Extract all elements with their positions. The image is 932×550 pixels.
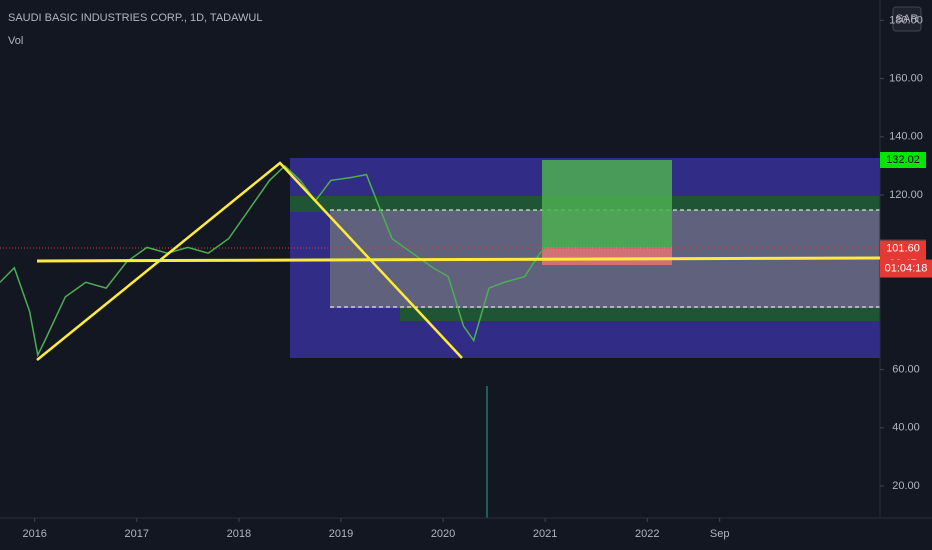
stop-box [542,247,672,265]
x-tick-label: 2019 [329,528,353,540]
x-tick-label: Sep [710,528,730,540]
x-tick-label: 2016 [22,528,46,540]
x-tick-label: 2018 [227,528,251,540]
price-tag [880,240,926,257]
currency-label[interactable]: SAR [896,13,919,25]
price-tag-label: 132.02 [886,154,920,166]
y-tick-label: 120.00 [889,189,923,201]
lower-band [400,308,880,321]
x-tick-label: 2021 [533,528,557,540]
y-tick-label: 20.00 [892,480,920,492]
target-box [542,160,672,247]
y-tick-label: 160.00 [889,72,923,84]
trend-line [36,256,881,263]
price-tag [880,151,926,168]
y-tick-label: 140.00 [889,131,923,143]
pattern-line [36,161,463,361]
countdown-label: 01:04:18 [885,262,928,274]
x-tick-label: 2020 [431,528,455,540]
currency-button[interactable] [892,6,922,32]
x-tick-label: 2022 [635,528,659,540]
y-tick-label: 40.00 [892,422,920,434]
chart-title: SAUDI BASIC INDUSTRIES CORP., 1D, TADAWU… [8,12,262,24]
volume-label: Vol [8,35,23,47]
price-line [0,164,546,358]
x-tick-label: 2017 [125,528,149,540]
y-tick-label: 60.00 [892,363,920,375]
countdown-tag [880,259,932,278]
price-tag-label: 101.60 [886,242,920,254]
y-tick-label: 180.00 [889,14,923,26]
